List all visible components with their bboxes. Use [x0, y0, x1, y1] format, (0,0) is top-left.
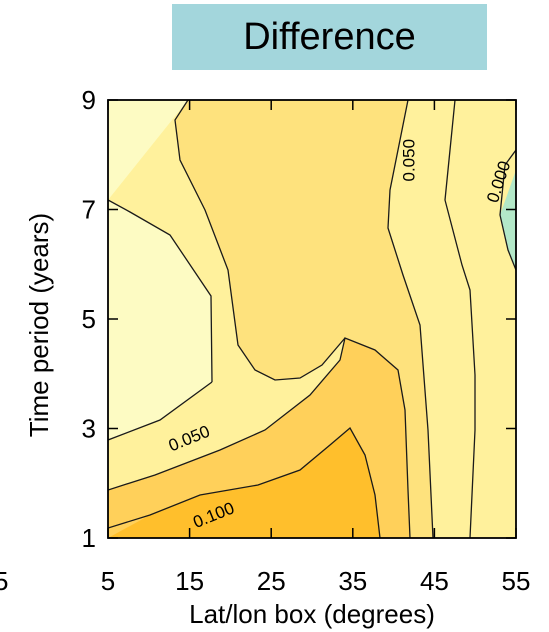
x-tick-label: 55 [502, 566, 531, 596]
contour-line-0.000 [499, 149, 516, 271]
y-tick-label: 5 [82, 304, 96, 334]
y-tick-label: 3 [82, 414, 96, 444]
x-tick-label: 15 [175, 566, 204, 596]
x-tick-label: 35 [338, 566, 367, 596]
contour-lines [108, 100, 516, 538]
contour-line-0.100 [108, 426, 381, 538]
x-tick-label: 45 [420, 566, 449, 596]
contour-line-0.050-lower [108, 337, 411, 538]
contour-fills [108, 100, 516, 538]
y-tick-label: 1 [82, 523, 96, 553]
x-axis-title: Lat/lon box (degrees) [189, 599, 435, 629]
contour-line-left-upper [108, 199, 213, 383]
contour-label: 0.050 [399, 139, 418, 182]
x-tick-label: 5 [101, 566, 115, 596]
contour-fill-band-above-0.100 [108, 428, 380, 538]
contour-line-0.050-right [387, 100, 434, 538]
y-axis-title: Time period (years) [24, 213, 54, 437]
chart-title: Difference [243, 15, 416, 58]
title-banner: Difference [172, 4, 487, 70]
partial-x-tick-label: 5 [0, 566, 8, 596]
x-tick-label: 25 [257, 566, 286, 596]
y-tick-label: 9 [82, 85, 96, 115]
contour-line-right-outer [444, 100, 476, 538]
y-tick-label: 7 [82, 195, 96, 225]
contour-line-left-lower [108, 381, 213, 441]
contour-line-0.075-inner [174, 100, 346, 381]
contour-fill-band-below-0.000 [500, 170, 516, 270]
